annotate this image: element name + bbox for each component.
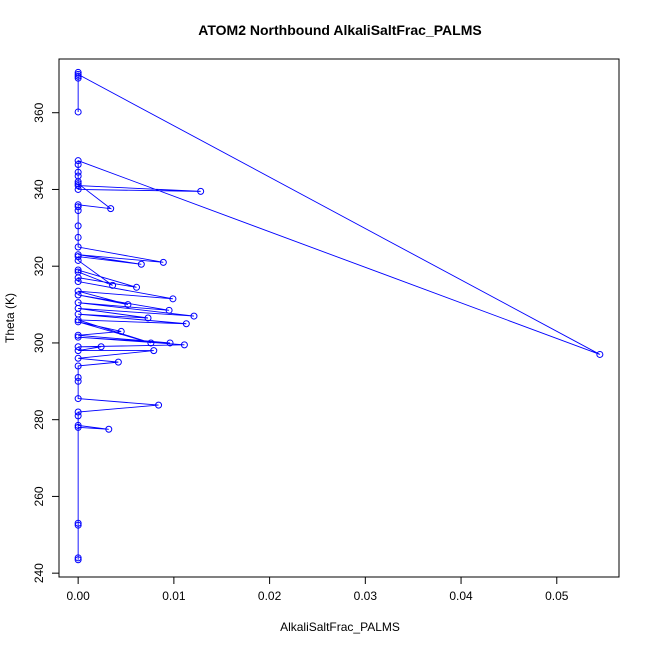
data-point: [74, 72, 82, 80]
x-tick-label: 0.05: [545, 589, 569, 603]
data-point: [74, 207, 82, 215]
data-point: [74, 421, 82, 429]
data-point: [74, 331, 82, 339]
data-point: [74, 203, 82, 211]
data-point: [190, 312, 198, 320]
data-point: [137, 260, 145, 268]
y-tick-label: 280: [32, 409, 46, 429]
data-point: [74, 556, 82, 564]
data-point: [74, 554, 82, 562]
data-point: [180, 341, 188, 349]
x-tick-label: 0.02: [258, 589, 282, 603]
data-point: [74, 408, 82, 416]
data-point: [74, 423, 82, 431]
data-point: [74, 266, 82, 274]
data-point: [74, 243, 82, 251]
data-point: [74, 333, 82, 341]
x-tick-label: 0.00: [66, 589, 90, 603]
data-point: [155, 401, 163, 409]
data-point: [74, 256, 82, 264]
x-axis: 0.00 0.01 0.02 0.03 0.04 0.05: [66, 576, 569, 603]
data-point: [159, 258, 167, 266]
y-tick-label: 260: [32, 486, 46, 506]
data-point: [147, 339, 155, 347]
data-point: [74, 354, 82, 362]
y-tick-label: 240: [32, 563, 46, 583]
y-tick-label: 300: [32, 333, 46, 353]
data-point: [107, 205, 115, 213]
data-point: [74, 70, 82, 78]
data-point: [74, 412, 82, 420]
series-layer: [74, 68, 604, 564]
x-axis-label: AlkaliSaltFrac_PALMS: [280, 620, 400, 634]
data-point: [74, 373, 82, 381]
y-tick-label: 360: [32, 102, 46, 122]
data-point: [74, 377, 82, 385]
x-tick-label: 0.03: [354, 589, 378, 603]
data-point: [105, 425, 113, 433]
data-point: [596, 350, 604, 358]
x-tick-label: 0.04: [449, 589, 473, 603]
data-point: [74, 291, 82, 299]
y-tick-label: 340: [32, 179, 46, 199]
data-point: [74, 253, 82, 261]
data-point: [74, 521, 82, 529]
data-point: [124, 301, 132, 309]
data-point: [144, 314, 152, 322]
data-point: [74, 287, 82, 295]
data-point: [165, 306, 173, 314]
y-axis-label: Theta (K): [3, 293, 17, 343]
data-point: [74, 108, 82, 116]
data-point: [74, 318, 82, 326]
data-point: [74, 362, 82, 370]
data-point: [74, 180, 82, 188]
data-point: [74, 274, 82, 282]
data-point: [74, 161, 82, 169]
data-point: [74, 519, 82, 527]
data-point: [197, 187, 205, 195]
data-point: [97, 343, 105, 351]
data-point: [182, 320, 190, 328]
data-point: [74, 278, 82, 286]
chart-title: ATOM2 Northbound AlkaliSaltFrac_PALMS: [198, 22, 481, 38]
data-point: [74, 178, 82, 186]
data-point: [74, 222, 82, 230]
y-tick-label: 320: [32, 256, 46, 276]
data-point: [166, 339, 174, 347]
data-point: [74, 74, 82, 82]
data-point: [117, 327, 125, 335]
data-point: [74, 343, 82, 351]
data-point: [74, 347, 82, 355]
data-point: [74, 182, 82, 190]
data-point: [169, 295, 177, 303]
data-point: [133, 283, 141, 291]
data-point: [74, 395, 82, 403]
data-point: [114, 358, 122, 366]
data-point: [150, 347, 158, 355]
data-point: [74, 157, 82, 165]
data-point: [74, 233, 82, 241]
data-point: [74, 168, 82, 176]
data-point: [74, 316, 82, 324]
y-axis: 240 260 280 300 320 340 360: [32, 102, 60, 583]
x-tick-label: 0.01: [162, 589, 186, 603]
data-point: [109, 281, 117, 289]
